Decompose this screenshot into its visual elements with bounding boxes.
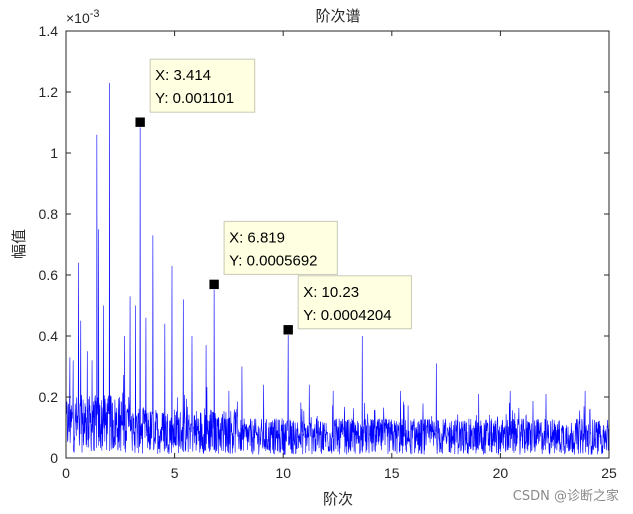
datatip-box bbox=[223, 220, 338, 275]
x-axis-label: 阶次 bbox=[323, 490, 353, 508]
watermark-text: CSDN @诊断之家 bbox=[513, 488, 619, 504]
datatip-x-text: X: 3.414 bbox=[155, 67, 211, 84]
datatip-box bbox=[297, 275, 412, 330]
y-tick-label: 1.2 bbox=[39, 84, 59, 100]
x-tick-label: 25 bbox=[601, 465, 617, 481]
plot-area bbox=[65, 82, 610, 455]
datatip[interactable]: X: 3.414 Y: 0.001101 bbox=[134, 58, 256, 128]
x-tick-label: 15 bbox=[384, 465, 400, 481]
y-exponent-base: ×10 bbox=[66, 10, 90, 26]
datatip-x-text: X: 10.23 bbox=[303, 284, 359, 301]
x-tick-label: 20 bbox=[493, 465, 509, 481]
chart-title: 阶次谱 bbox=[315, 7, 360, 25]
y-tick-label: 0 bbox=[50, 450, 58, 466]
datatip-marker[interactable] bbox=[134, 116, 146, 128]
spectrum-series-line bbox=[65, 82, 610, 455]
datatip-marker[interactable] bbox=[208, 279, 220, 290]
datatip-box bbox=[149, 58, 256, 113]
y-exponent-power: -3 bbox=[90, 8, 100, 20]
y-tick-label: 0.6 bbox=[39, 267, 59, 283]
axes: 0 5 10 15 20 25 0 0.2 0.4 0.6 0.8 1 1.2 1.4 bbox=[39, 23, 617, 481]
x-tick-label: 0 bbox=[62, 465, 70, 481]
y-tick-label: 1.4 bbox=[39, 23, 59, 39]
datatip-y-text: Y: 0.001101 bbox=[155, 90, 234, 107]
datatip[interactable]: X: 6.819 Y: 0.0005692 bbox=[208, 220, 338, 290]
axes-box bbox=[65, 30, 610, 459]
datatip-y-text: Y: 0.0005692 bbox=[229, 252, 317, 269]
datatip[interactable]: X: 10.23 Y: 0.0004204 bbox=[282, 275, 412, 336]
datatip-x-text: X: 6.819 bbox=[229, 229, 285, 246]
y-tick-label: 0.2 bbox=[39, 389, 59, 405]
x-tick-label: 5 bbox=[171, 465, 179, 481]
y-tick-label: 0.4 bbox=[39, 328, 59, 344]
x-tick-label: 10 bbox=[275, 465, 291, 481]
y-tick-label: 0.8 bbox=[39, 206, 59, 222]
y-axis-label: 幅值 bbox=[10, 229, 28, 259]
y-exponent-label: ×10-3 bbox=[66, 8, 100, 26]
y-tick-label: 1 bbox=[50, 145, 58, 161]
datatip-y-text: Y: 0.0004204 bbox=[303, 307, 391, 324]
datatip-marker[interactable] bbox=[282, 324, 294, 336]
